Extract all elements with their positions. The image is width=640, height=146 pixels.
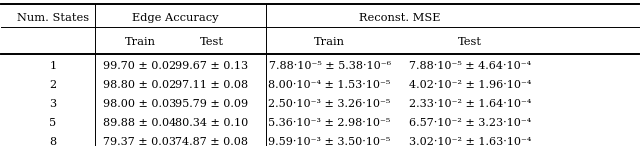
Text: 98.80 ± 0.02: 98.80 ± 0.02 — [103, 80, 177, 90]
Text: 8.00·10⁻⁴ ± 1.53·10⁻⁵: 8.00·10⁻⁴ ± 1.53·10⁻⁵ — [268, 80, 390, 90]
Text: 8: 8 — [49, 137, 56, 146]
Text: 7.88·10⁻⁵ ± 4.64·10⁻⁴: 7.88·10⁻⁵ ± 4.64·10⁻⁴ — [409, 61, 531, 71]
Text: 89.88 ± 0.04: 89.88 ± 0.04 — [103, 118, 177, 128]
Text: 5: 5 — [49, 118, 56, 128]
Text: 97.11 ± 0.08: 97.11 ± 0.08 — [175, 80, 248, 90]
Text: 98.00 ± 0.03: 98.00 ± 0.03 — [103, 99, 177, 109]
Text: 99.67 ± 0.13: 99.67 ± 0.13 — [175, 61, 248, 71]
Text: Train: Train — [124, 37, 156, 47]
Text: 7.88·10⁻⁵ ± 5.38·10⁻⁶: 7.88·10⁻⁵ ± 5.38·10⁻⁶ — [269, 61, 390, 71]
Text: 2.50·10⁻³ ± 3.26·10⁻⁵: 2.50·10⁻³ ± 3.26·10⁻⁵ — [268, 99, 390, 109]
Text: 1: 1 — [49, 61, 56, 71]
Text: Train: Train — [314, 37, 345, 47]
Text: Edge Accuracy: Edge Accuracy — [132, 13, 219, 23]
Text: 95.79 ± 0.09: 95.79 ± 0.09 — [175, 99, 248, 109]
Text: 5.36·10⁻³ ± 2.98·10⁻⁵: 5.36·10⁻³ ± 2.98·10⁻⁵ — [268, 118, 390, 128]
Text: 9.59·10⁻³ ± 3.50·10⁻⁵: 9.59·10⁻³ ± 3.50·10⁻⁵ — [268, 137, 390, 146]
Text: 4.02·10⁻² ± 1.96·10⁻⁴: 4.02·10⁻² ± 1.96·10⁻⁴ — [409, 80, 531, 90]
Text: 99.70 ± 0.02: 99.70 ± 0.02 — [103, 61, 177, 71]
Text: Test: Test — [458, 37, 482, 47]
Text: 2: 2 — [49, 80, 56, 90]
Text: 3.02·10⁻² ± 1.63·10⁻⁴: 3.02·10⁻² ± 1.63·10⁻⁴ — [409, 137, 531, 146]
Text: Reconst. MSE: Reconst. MSE — [359, 13, 440, 23]
Text: 6.57·10⁻² ± 3.23·10⁻⁴: 6.57·10⁻² ± 3.23·10⁻⁴ — [409, 118, 531, 128]
Text: Num. States: Num. States — [17, 13, 89, 23]
Text: 3: 3 — [49, 99, 56, 109]
Text: 74.87 ± 0.08: 74.87 ± 0.08 — [175, 137, 248, 146]
Text: 80.34 ± 0.10: 80.34 ± 0.10 — [175, 118, 248, 128]
Text: 79.37 ± 0.03: 79.37 ± 0.03 — [104, 137, 177, 146]
Text: Test: Test — [200, 37, 223, 47]
Text: 2.33·10⁻² ± 1.64·10⁻⁴: 2.33·10⁻² ± 1.64·10⁻⁴ — [409, 99, 531, 109]
